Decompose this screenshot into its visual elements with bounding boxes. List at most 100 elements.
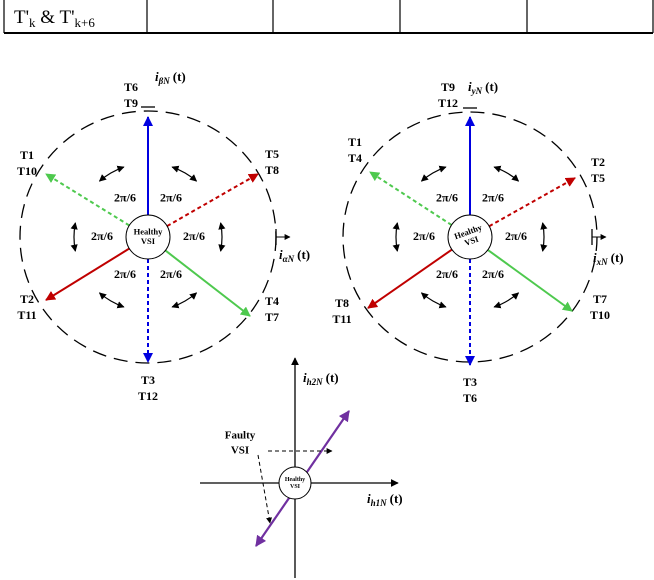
label: 2π/6 [482, 267, 504, 281]
label: 2π/6 [436, 191, 458, 205]
vector-arrow [45, 173, 130, 227]
axis-label: ih2N (t) [303, 370, 339, 387]
angle-arc [70, 222, 78, 252]
axis-sub: αN [283, 254, 295, 264]
table-row [3, 0, 654, 34]
vector-arrow [369, 171, 453, 226]
label: 2π/6 [183, 229, 205, 243]
vector-arrow [367, 248, 453, 309]
label: 2π/6 [160, 267, 182, 281]
center-line: Healthy [285, 477, 305, 483]
angle-arc [420, 165, 447, 182]
label: T1 [348, 135, 362, 149]
axis-label: ixN (t) [593, 250, 624, 267]
angle-arc [98, 292, 125, 309]
angle-arc [420, 292, 447, 309]
label: T4 [265, 294, 279, 308]
axis-symbol: i [155, 69, 159, 84]
cell-part: k [29, 15, 36, 30]
axis-sub: xN [596, 257, 609, 267]
label: T12 [138, 389, 158, 403]
label: T7 [265, 310, 279, 324]
axis-suffix: (t) [173, 69, 186, 84]
label: T3 [463, 375, 477, 389]
label: 2π/6 [160, 191, 182, 205]
label: T6 [463, 391, 477, 405]
label: T8 [265, 163, 279, 177]
angle-arc [171, 165, 198, 182]
vector-arrow [487, 249, 573, 312]
axis-label: iyN (t) [468, 79, 498, 96]
axis-symbol: i [367, 491, 371, 506]
axis-suffix: (t) [485, 79, 498, 94]
label: T9 [441, 80, 455, 94]
label: T7 [593, 292, 607, 306]
label: T10 [590, 308, 610, 322]
vector-arrow [45, 247, 130, 301]
axis-symbol: i [468, 79, 472, 94]
label: 2π/6 [482, 191, 504, 205]
label: Faulty [225, 430, 256, 442]
angle-arc [493, 165, 520, 182]
axis-suffix: (t) [611, 250, 624, 265]
label: T11 [332, 312, 351, 326]
label: T2 [20, 292, 34, 306]
center-line: VSI [290, 484, 301, 490]
vector-arrow [164, 249, 251, 317]
axis-symbol: i [279, 247, 283, 262]
vector-arrow [488, 177, 576, 228]
center-line: Healthy [134, 226, 164, 236]
angle-arc [392, 222, 400, 252]
label: 2π/6 [505, 229, 527, 243]
axis-suffix: (t) [390, 491, 403, 506]
axis-label: ih1N (t) [367, 491, 403, 508]
vector-arrow [166, 173, 259, 227]
axis-symbol: i [303, 370, 307, 385]
label: T10 [17, 164, 37, 178]
angle-arc [540, 222, 548, 252]
center-line: VSI [463, 233, 480, 247]
center-circle [125, 214, 171, 260]
label: T1 [20, 148, 34, 162]
axis-sub: yN [471, 86, 483, 96]
label: T12 [438, 96, 458, 110]
pointer [257, 454, 273, 524]
label: T4 [348, 151, 362, 165]
label: 2π/6 [114, 191, 136, 205]
angle-arc [171, 292, 198, 309]
label: VSI [231, 445, 249, 457]
label: T5 [591, 171, 605, 185]
angle-arc [218, 222, 226, 252]
label: T9 [124, 96, 138, 110]
label: T5 [265, 147, 279, 161]
axis-sub: h2N [307, 377, 324, 387]
cell-part: k+6 [75, 15, 96, 30]
table-cell: T'k & T'k+6 [14, 7, 95, 30]
axis-symbol: i [593, 250, 597, 265]
label: 2π/6 [114, 267, 136, 281]
axis-sub: h1N [371, 498, 388, 508]
center-line: VSI [141, 236, 156, 246]
label: 2π/6 [91, 229, 113, 243]
angle-arc [493, 292, 520, 309]
axis-suffix: (t) [297, 247, 310, 262]
axis-label: iαN (t) [279, 247, 310, 264]
axis-label: iβN (t) [155, 69, 186, 86]
cell-part: & T' [36, 7, 75, 28]
axis-suffix: (t) [326, 370, 339, 385]
label: T6 [124, 80, 138, 94]
angle-arc [98, 165, 125, 182]
label: T3 [141, 373, 155, 387]
label: 2π/6 [436, 267, 458, 281]
center-circle [447, 214, 493, 260]
label: T8 [335, 296, 349, 310]
label: 2π/6 [413, 229, 435, 243]
cell-part: T' [14, 7, 29, 28]
label: T11 [17, 308, 36, 322]
center-circle [278, 466, 312, 500]
label: T2 [591, 155, 605, 169]
axis-sub: βN [158, 76, 171, 86]
